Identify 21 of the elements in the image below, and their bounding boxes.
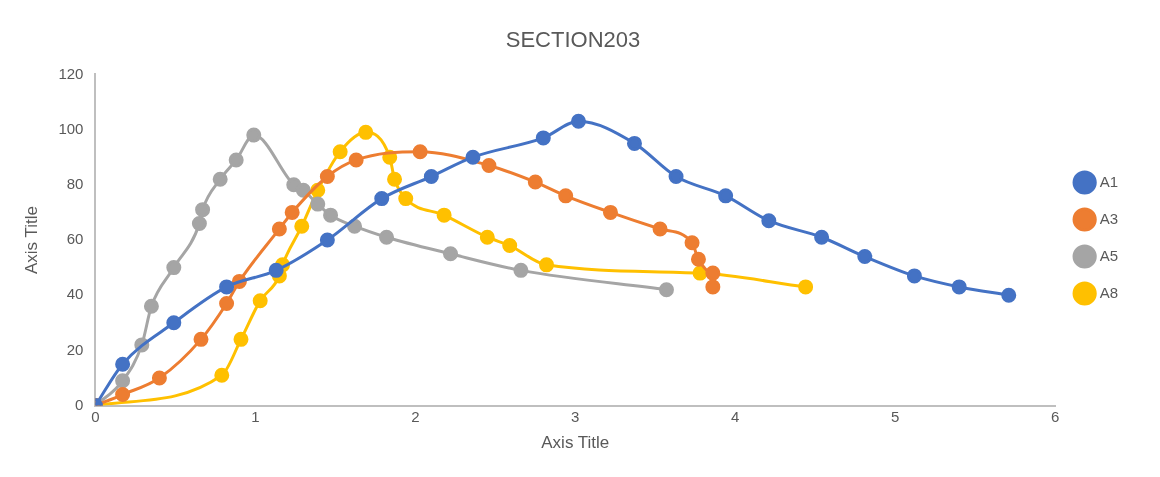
x-tick-label: 2	[411, 407, 420, 425]
y-tick-label: 80	[66, 174, 84, 192]
y-axis-title: Axis Title	[21, 205, 41, 275]
legend-label: A1	[1099, 172, 1119, 190]
y-tick-label: 60	[66, 230, 84, 248]
x-axis-title: Axis Title	[541, 433, 610, 453]
x-tick-label: 1	[251, 407, 260, 425]
y-tick-label: 40	[66, 285, 84, 303]
x-tick-label: 5	[891, 407, 900, 425]
x-tick-label: 6	[1050, 407, 1060, 425]
y-tick-label: 100	[58, 119, 84, 137]
legend-label: A3	[1099, 209, 1119, 227]
legend-label: A5	[1099, 246, 1119, 264]
y-tick-label: 120	[58, 64, 84, 82]
chart-title: SECTION203	[505, 27, 641, 53]
x-tick-label: 0	[91, 407, 100, 425]
legend-label: A8	[1099, 283, 1119, 301]
x-tick-label: 4	[731, 407, 740, 425]
x-tick-label: 3	[571, 407, 580, 425]
y-tick-label: 0	[75, 395, 84, 413]
y-tick-label: 20	[66, 340, 84, 358]
